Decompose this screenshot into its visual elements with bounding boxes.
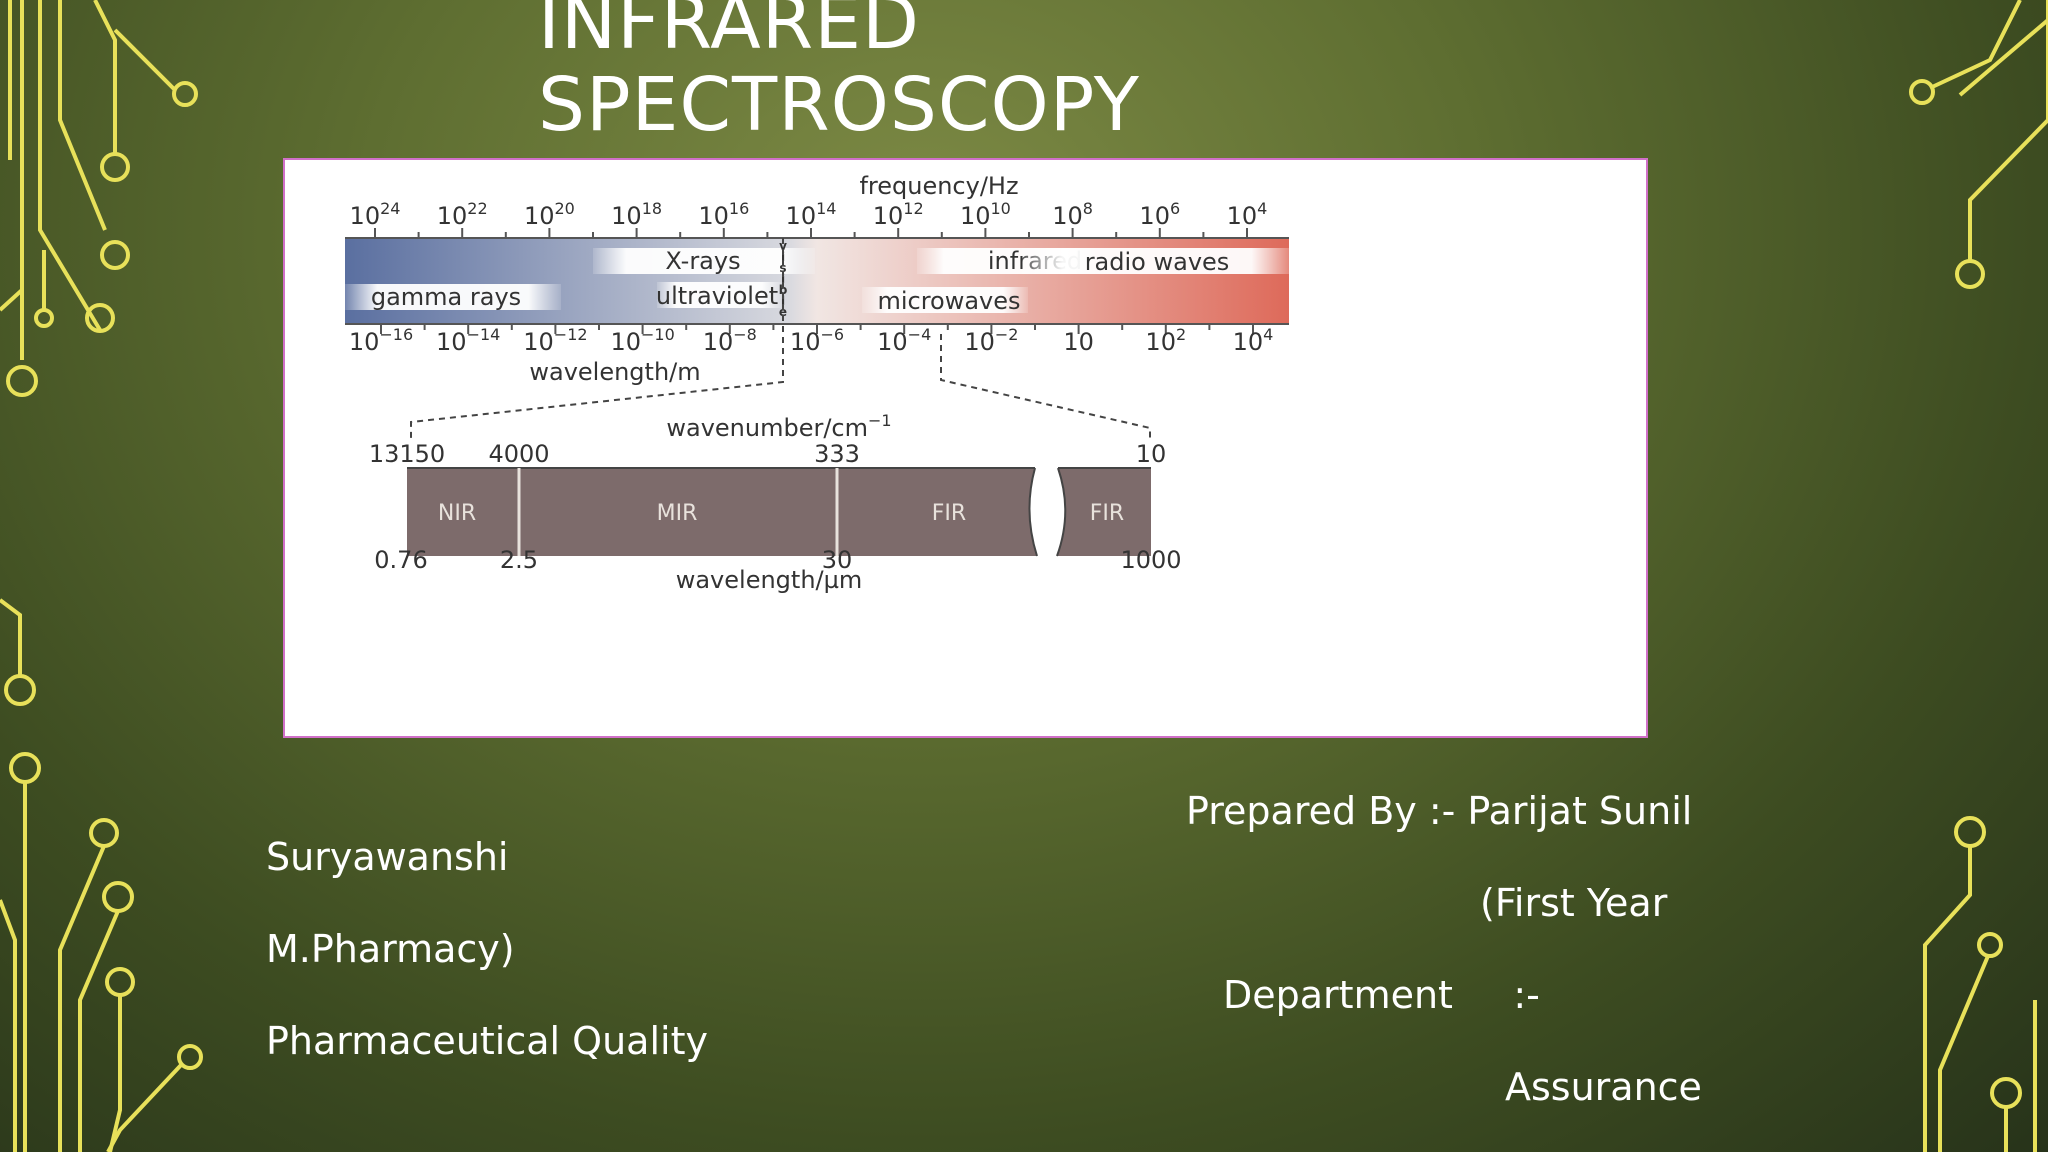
ir-segments: NIR MIR FIR FIR — [438, 501, 1124, 526]
spectrum-diagram: frequency/Hz 1024 1022 1020 1018 1016 1014 101… — [345, 172, 1292, 594]
frequency-tick-label: 106 — [1139, 199, 1180, 230]
right-text-line-1: Prepared By :- Parijat Sunil — [1186, 789, 1693, 833]
micron-ticks: 0.76 2.5 30 1000 — [374, 546, 1181, 574]
visible-letter: i — [781, 272, 785, 286]
wavenumber-tick-label: 13150 — [369, 440, 445, 468]
visible-letter: i — [781, 250, 785, 264]
wavelength-tick-label: 10−2 — [964, 325, 1018, 356]
frequency-ticks: 1024 1022 1020 1018 1016 1014 1012 1010 108 106 10… — [350, 199, 1268, 230]
region-ultraviolet: ultraviolet — [656, 282, 778, 310]
ir-segment-label: FIR — [1090, 501, 1124, 526]
region-microwaves: microwaves — [877, 287, 1020, 315]
frequency-tick-label: 1012 — [873, 199, 924, 230]
visible-letter: l — [781, 294, 785, 308]
right-text-line-4: Assurance — [1505, 1065, 1702, 1109]
ir-segment-label: NIR — [438, 501, 476, 526]
left-text-line-3: Pharmaceutical Quality — [266, 1019, 708, 1063]
wavenumber-tick-label: 4000 — [488, 440, 549, 468]
spectrum-figure: frequency/Hz 1024 1022 1020 1018 1016 1014 101… — [283, 158, 1648, 738]
micron-tick-label: 1000 — [1120, 546, 1181, 574]
frequency-tick-label: 1014 — [786, 199, 837, 230]
visible-letter: v — [779, 239, 787, 253]
right-text-line-2: (First Year — [1480, 881, 1668, 925]
region-radio-waves: radio waves — [1085, 248, 1230, 276]
wavelength-tick-label: 10−8 — [703, 325, 757, 356]
wavelength-axis-label: wavelength/m — [529, 358, 700, 386]
micron-tick-label: 30 — [822, 546, 853, 574]
title-line-2: SPECTROSCOPY — [538, 62, 1140, 148]
wavelength-tick-label: 10−16 — [349, 325, 413, 356]
wavelength-ticks: 10−16 10−14 10−12 10−10 10−8 10−6 10−4 10−2 10 10… — [349, 325, 1274, 356]
left-text-line-2: M.Pharmacy) — [266, 927, 515, 971]
wavenumber-tick-label: 333 — [814, 440, 860, 468]
frequency-tick-label: 1018 — [611, 199, 662, 230]
micron-tick-label: 2.5 — [500, 546, 538, 574]
left-text-line-1: Suryawanshi — [266, 835, 509, 879]
ir-bar — [407, 467, 1151, 557]
frequency-tick-label: 1022 — [437, 199, 488, 230]
wavelength-tick-label: 10−6 — [790, 325, 844, 356]
wavelength-tick-label: 104 — [1233, 325, 1274, 356]
frequency-axis-label: frequency/Hz — [859, 172, 1018, 200]
frequency-tick-label: 1024 — [350, 199, 401, 230]
visible-letter: b — [779, 283, 788, 297]
wavenumber-ticks: 13150 4000 333 10 — [369, 440, 1166, 468]
wavelength-tick-label: 10 — [1063, 328, 1094, 356]
wavenumber-tick-label: 10 — [1136, 440, 1167, 468]
micron-tick-label: 0.76 — [374, 546, 427, 574]
title-line-1: INFRARED — [538, 0, 920, 66]
ir-segment-label: MIR — [657, 501, 698, 526]
ir-segment-label: FIR — [932, 501, 966, 526]
frequency-tick-label: 1016 — [698, 199, 749, 230]
wavelength-tick-label: 10−4 — [877, 325, 931, 356]
visible-letter: e — [779, 305, 787, 319]
wavelength-tick-label: 102 — [1145, 325, 1186, 356]
wavelength-tick-label: 10−14 — [436, 325, 500, 356]
frequency-tick-label: 104 — [1227, 199, 1268, 230]
region-gamma-rays: gamma rays — [371, 283, 521, 311]
micron-axis-label: wavelength/µm — [676, 566, 863, 594]
region-xrays: X-rays — [665, 247, 740, 275]
slide-title: INFRARED SPECTROSCOPY — [538, 0, 1140, 146]
wavenumber-axis-label: wavenumber/cm−1 — [666, 411, 891, 442]
frequency-tick-label: 1020 — [524, 199, 575, 230]
frequency-tick-label: 1010 — [960, 199, 1011, 230]
visible-letter: s — [779, 261, 786, 275]
right-text-line-3: Department :- — [1223, 973, 1540, 1017]
wavelength-tick-label: 10−12 — [523, 325, 587, 356]
frequency-tick-label: 108 — [1052, 199, 1093, 230]
wavelength-tick-label: 10−10 — [610, 325, 674, 356]
